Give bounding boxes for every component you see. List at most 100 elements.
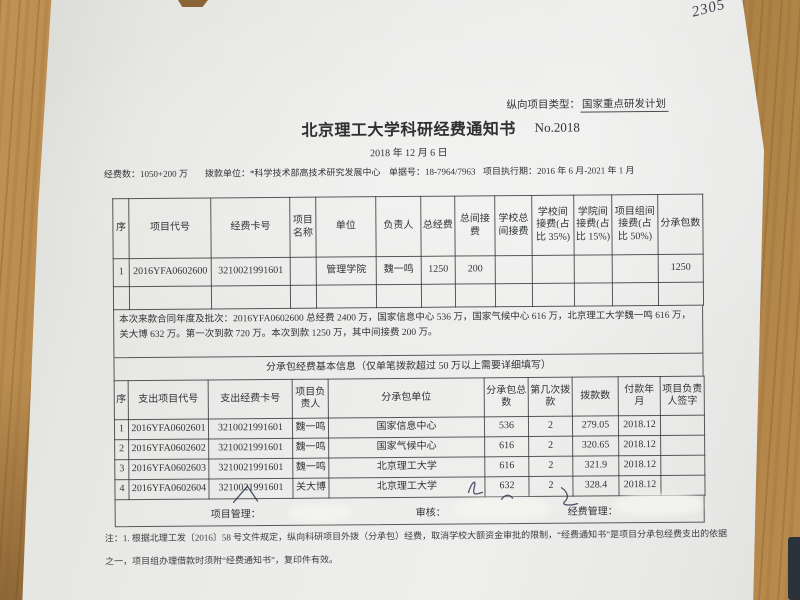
table-cell [574, 282, 613, 307]
funds-management-label: 经费管理： [567, 506, 618, 518]
column-header: 支出经费卡号 [208, 379, 293, 420]
table-cell: 2 [114, 439, 129, 460]
funds-label: 经费数： [103, 169, 141, 180]
table-cell: 321.9 [572, 455, 619, 477]
table-cell: 2018.12 [618, 415, 661, 436]
table-cell [290, 285, 317, 309]
signature-redaction [453, 497, 550, 520]
table-cell: 2016YFA0602601 [128, 419, 209, 440]
column-header: 学校总间接费 [494, 195, 533, 256]
table-cell [211, 285, 291, 309]
table-cell [660, 435, 705, 456]
table-cell: 4 [114, 479, 130, 500]
table-cell [660, 455, 705, 476]
table-cell [660, 415, 705, 436]
table-cell: 2016YFA0602603 [128, 459, 209, 480]
table-cell: 616 [484, 456, 529, 477]
table-cell: 2018.12 [618, 455, 661, 476]
table-cell: 关大博 [292, 478, 330, 499]
table-cell: 北京理工大学 [328, 456, 485, 479]
table-cell [612, 282, 659, 306]
table-cell: 2 [528, 456, 573, 477]
table-cell: 279.05 [572, 415, 619, 437]
table-cell [455, 283, 496, 308]
table-cell: 国家信息中心 [328, 416, 485, 439]
document-number: No.2018 [534, 119, 580, 135]
subcontract-table: 序支出项目代号 支出经费卡号 项目负责人 分承包单位 分承包总数 第几次拨款 拨款数 付款年月… [114, 376, 706, 501]
column-header: 分承包数 [657, 194, 704, 255]
column-header: 总经费 [420, 196, 456, 257]
meta-project-period: 项目执行期：2016 年 6 月-2021 年 1 月 [483, 163, 635, 177]
column-header: 分承包单位 [328, 377, 485, 419]
table-cell [660, 475, 706, 496]
grantor-label: 拨款单位： [204, 168, 251, 179]
table-cell: 632 [484, 476, 530, 497]
payment-remark: 本次来款合同年度及批次：2016YFA0602600 总经费 2400 万，国家… [113, 305, 704, 359]
column-header: 拨款数 [572, 376, 619, 417]
table-cell: 魏一鸣 [292, 438, 329, 459]
table-cell: 魏一鸣 [376, 256, 422, 285]
column-header: 分承包总数 [484, 377, 529, 417]
handwritten-page-number: 2305 [690, 0, 728, 21]
signature-redaction [615, 493, 702, 516]
table-cell: 2018.12 [618, 475, 662, 496]
footnote-line-2: 之一，项目组办理借款时须附“经费通知书”，复印件有效。 [105, 554, 339, 567]
column-header: 项目名称 [289, 197, 317, 258]
table-cell: 3 [114, 459, 129, 480]
meta-funds: 经费数：1050+200 万 [104, 167, 188, 181]
table-cell: 200 [455, 255, 496, 285]
table-cell: 320.65 [572, 435, 619, 457]
table-cell: 2 [528, 436, 573, 457]
column-header: 项目负责人 [292, 379, 329, 419]
table-cell [532, 255, 575, 284]
table-cell: 3210021991601 [208, 458, 293, 480]
project-type-label: 纵向项目类型： [506, 99, 581, 112]
table-cell [495, 283, 533, 307]
table-cell [290, 257, 317, 286]
table-cell: 2016YFA0602604 [128, 479, 210, 500]
table-cell: 管理学院 [316, 256, 377, 286]
table-cell [316, 284, 377, 309]
project-type-value: 国家重点研发计划 [579, 98, 669, 113]
table-cell: 北京理工大学 [328, 476, 486, 499]
document-title: 北京理工大学科研经费通知书 [301, 121, 516, 140]
period-label: 项目执行期： [482, 165, 538, 177]
table-cell: 1 [113, 258, 130, 287]
project-type-line: 纵向项目类型： 国家重点研发计划 [506, 96, 669, 113]
table-cell: 3210021991601 [208, 478, 294, 500]
footnote-line-1: 注：1. 根据北理工发〔2016〕58 号文件规定，纵向科研项目外拨（分承包）经… [104, 528, 728, 544]
document-date: 2018 年 12 月 6 日 [370, 147, 448, 160]
column-header: 项目负责人签字 [660, 376, 705, 416]
receipt-label: 单据号： [388, 166, 426, 178]
column-header: 项目代号 [128, 197, 212, 259]
column-header: 第几次拨款 [528, 377, 573, 417]
table-cell [532, 283, 575, 307]
column-header: 序 [114, 380, 129, 420]
funding-summary-table: 序项目代号 经费卡号 项目名称 单位 负责人 总经费 总间接费 学校总间接费 学校间接费(占比 … [112, 194, 704, 311]
table-cell: 2 [528, 416, 573, 437]
meta-grantor: 拨款单位：*科学技术部高技术研究发展中心 [205, 165, 381, 179]
table-cell: 2 [528, 476, 574, 497]
grantor-value: *科学技术部高技术研究发展中心 [249, 167, 381, 179]
paper-edge-gap [178, 0, 208, 7]
column-header: 序 [112, 198, 130, 259]
column-header: 付款年月 [618, 376, 661, 416]
table-cell [574, 254, 613, 284]
table-cell [612, 254, 659, 283]
table-cell: 2018.12 [618, 435, 661, 456]
signature-redaction [289, 504, 352, 522]
project-management-label: 项目管理： [210, 509, 261, 521]
receipt-value: 18-7964/7963 [424, 166, 476, 177]
table-cell: 3210021991601 [208, 418, 293, 440]
funds-value: 1050+200 万 [139, 168, 188, 180]
column-header: 学校间接费(占比 35%) [531, 195, 575, 256]
table-cell: 魏一鸣 [292, 458, 329, 479]
table-cell: 2016YFA0602600 [129, 257, 212, 287]
column-header: 项目组间接费(占比 50%) [611, 194, 659, 255]
table-cell: 536 [484, 416, 529, 437]
table-cell [421, 284, 456, 308]
dark-object-on-desk [788, 537, 800, 600]
